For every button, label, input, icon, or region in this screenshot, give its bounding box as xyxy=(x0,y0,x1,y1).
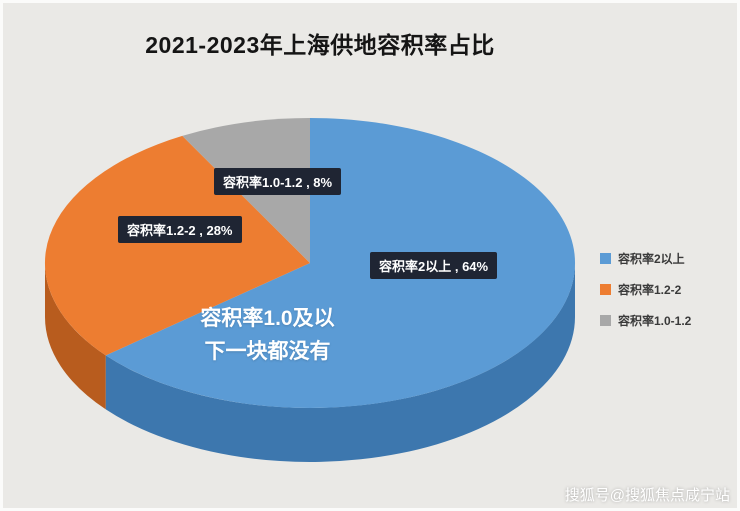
data-label-ratio-1-2-2: 容积率1.2-2 , 28% xyxy=(118,216,242,243)
legend-label: 容积率1.2-2 xyxy=(618,283,682,297)
pie-slice-ratio-1-2-2-side xyxy=(45,263,106,410)
legend-item-ratio-1-0-1-2: 容积率1.0-1.2 xyxy=(600,312,691,329)
chart-title: 2021-2023年上海供地容积率占比 xyxy=(145,32,495,58)
watermark: 搜狐号@搜狐焦点咸宁站 xyxy=(564,487,730,504)
pie-slice-ratio-above-2 xyxy=(105,117,576,409)
data-label-ratio-1-0-1-2: 容积率1.0-1.2 , 8% xyxy=(214,168,342,195)
legend-swatch-gray-icon xyxy=(600,315,611,326)
pie-slice-ratio-1-2-2 xyxy=(44,135,310,356)
legend-item-ratio-above-2: 容积率2以上 xyxy=(600,250,691,267)
annotation-no-low-ratio: 容积率1.0及以 下一块都没有 xyxy=(200,307,335,363)
legend: 容积率2以上 容积率1.2-2 容积率1.0-1.2 xyxy=(600,250,691,329)
legend-label: 容积率2以上 xyxy=(618,252,685,266)
legend-label: 容积率1.0-1.2 xyxy=(618,314,692,328)
legend-swatch-orange-icon xyxy=(600,284,611,295)
pie-slice-ratio-above-2-side xyxy=(105,263,576,462)
data-label-ratio-above-2: 容积率2以上 , 64% xyxy=(370,252,498,279)
legend-swatch-blue-icon xyxy=(600,253,611,264)
legend-item-ratio-1-2-2: 容积率1.2-2 xyxy=(600,281,691,298)
